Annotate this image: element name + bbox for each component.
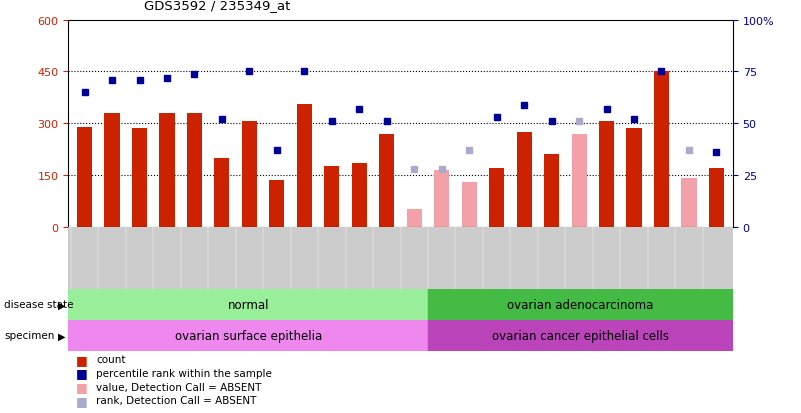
Bar xyxy=(682,179,697,227)
Bar xyxy=(544,155,559,227)
Bar xyxy=(599,122,614,227)
Text: ■: ■ xyxy=(76,366,88,380)
Bar xyxy=(242,122,257,227)
Text: ovarian cancer epithelial cells: ovarian cancer epithelial cells xyxy=(492,329,669,342)
Text: ovarian adenocarcinoma: ovarian adenocarcinoma xyxy=(507,298,654,311)
Bar xyxy=(517,133,532,227)
Text: ■: ■ xyxy=(76,380,88,393)
Bar xyxy=(269,180,284,227)
Bar xyxy=(407,210,422,227)
Bar xyxy=(626,129,642,227)
Bar xyxy=(132,129,147,227)
Text: ■: ■ xyxy=(76,353,88,366)
Bar xyxy=(104,114,119,227)
Bar xyxy=(429,320,733,351)
Bar xyxy=(297,105,312,227)
Bar xyxy=(489,169,504,227)
Text: specimen: specimen xyxy=(4,330,54,341)
Bar xyxy=(461,183,477,227)
Bar xyxy=(68,289,429,320)
Bar xyxy=(77,127,92,227)
Text: ■: ■ xyxy=(76,394,88,407)
Bar xyxy=(572,134,586,227)
Text: ovarian surface epithelia: ovarian surface epithelia xyxy=(175,329,322,342)
Text: disease state: disease state xyxy=(4,299,74,310)
Bar xyxy=(654,72,669,227)
Text: percentile rank within the sample: percentile rank within the sample xyxy=(96,368,272,378)
Text: value, Detection Call = ABSENT: value, Detection Call = ABSENT xyxy=(96,382,261,392)
Bar xyxy=(429,289,733,320)
Bar xyxy=(324,167,340,227)
Bar xyxy=(187,114,202,227)
Text: ▶: ▶ xyxy=(58,330,66,341)
Bar xyxy=(215,158,229,227)
Text: count: count xyxy=(96,354,126,364)
Text: GDS3592 / 235349_at: GDS3592 / 235349_at xyxy=(144,0,291,12)
Bar xyxy=(68,320,429,351)
Text: normal: normal xyxy=(227,298,269,311)
Bar xyxy=(434,170,449,227)
Bar xyxy=(352,164,367,227)
Bar xyxy=(379,134,394,227)
Bar xyxy=(709,169,724,227)
Text: rank, Detection Call = ABSENT: rank, Detection Call = ABSENT xyxy=(96,395,256,405)
Bar xyxy=(159,114,175,227)
Text: ▶: ▶ xyxy=(58,299,66,310)
